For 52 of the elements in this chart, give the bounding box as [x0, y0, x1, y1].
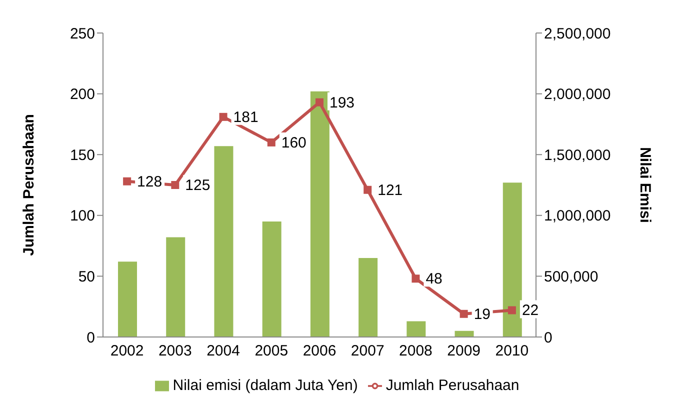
- data-label: 121: [378, 182, 403, 199]
- y2-tick-label: 1,500,000: [544, 146, 611, 164]
- y2-tick-label: 2,000,000: [544, 86, 611, 104]
- point: [123, 177, 132, 186]
- x-tick-label: 2006: [302, 342, 336, 360]
- point: [364, 186, 372, 194]
- y-axis-title: Jumlah Perusahaan: [20, 114, 38, 256]
- y-tick-label: 0: [86, 329, 95, 346]
- point: [316, 98, 324, 106]
- point: [508, 306, 516, 314]
- x-tick-label: 2005: [254, 342, 288, 360]
- bar: [358, 258, 378, 337]
- y2-tick-label: 0: [544, 329, 552, 346]
- point: [460, 310, 468, 318]
- data-label: 181: [233, 108, 258, 126]
- y-tick-label: 250: [70, 25, 95, 42]
- bar: [502, 182, 522, 337]
- point: [412, 274, 420, 283]
- legend-label: Nilai emisi (dalam Juta Yen): [172, 377, 358, 394]
- bar: [166, 237, 186, 337]
- y-tick-label: 50: [78, 268, 95, 286]
- bar: [118, 262, 137, 337]
- y2-axis-title: Nilai Emisi: [636, 147, 654, 223]
- data-label: 160: [281, 134, 306, 152]
- x-tick-label: 2003: [158, 342, 192, 360]
- data-label: 22: [522, 302, 539, 320]
- y-tick-label: 150: [70, 146, 95, 164]
- x-tick-label: 2010: [495, 342, 529, 360]
- y2-tick-label: 1,000,000: [544, 208, 611, 225]
- data-label: 125: [185, 177, 210, 194]
- bar: [406, 321, 426, 337]
- x-tick-label: 2008: [399, 342, 432, 360]
- legend-label: Jumlah Perusahaan: [386, 377, 520, 394]
- data-label: 193: [330, 94, 355, 112]
- x-tick-label: 2004: [206, 342, 240, 360]
- point: [267, 138, 276, 146]
- point: [171, 181, 180, 189]
- y2-tick-label: 500,000: [544, 268, 598, 286]
- data-label: 48: [426, 270, 442, 288]
- data-label: 128: [137, 173, 162, 190]
- bar: [310, 91, 330, 337]
- y-tick-label: 200: [70, 86, 95, 104]
- bar: [262, 221, 282, 337]
- data-label: 19: [474, 306, 491, 323]
- x-tick-label: 2009: [447, 342, 481, 360]
- x-tick-label: 2002: [110, 342, 144, 360]
- y2-tick-label: 2,500,000: [544, 25, 611, 42]
- point: [219, 112, 228, 121]
- bar: [214, 146, 234, 337]
- bar: [454, 330, 474, 337]
- y-tick-label: 100: [70, 208, 95, 225]
- x-tick-label: 2007: [350, 342, 384, 360]
